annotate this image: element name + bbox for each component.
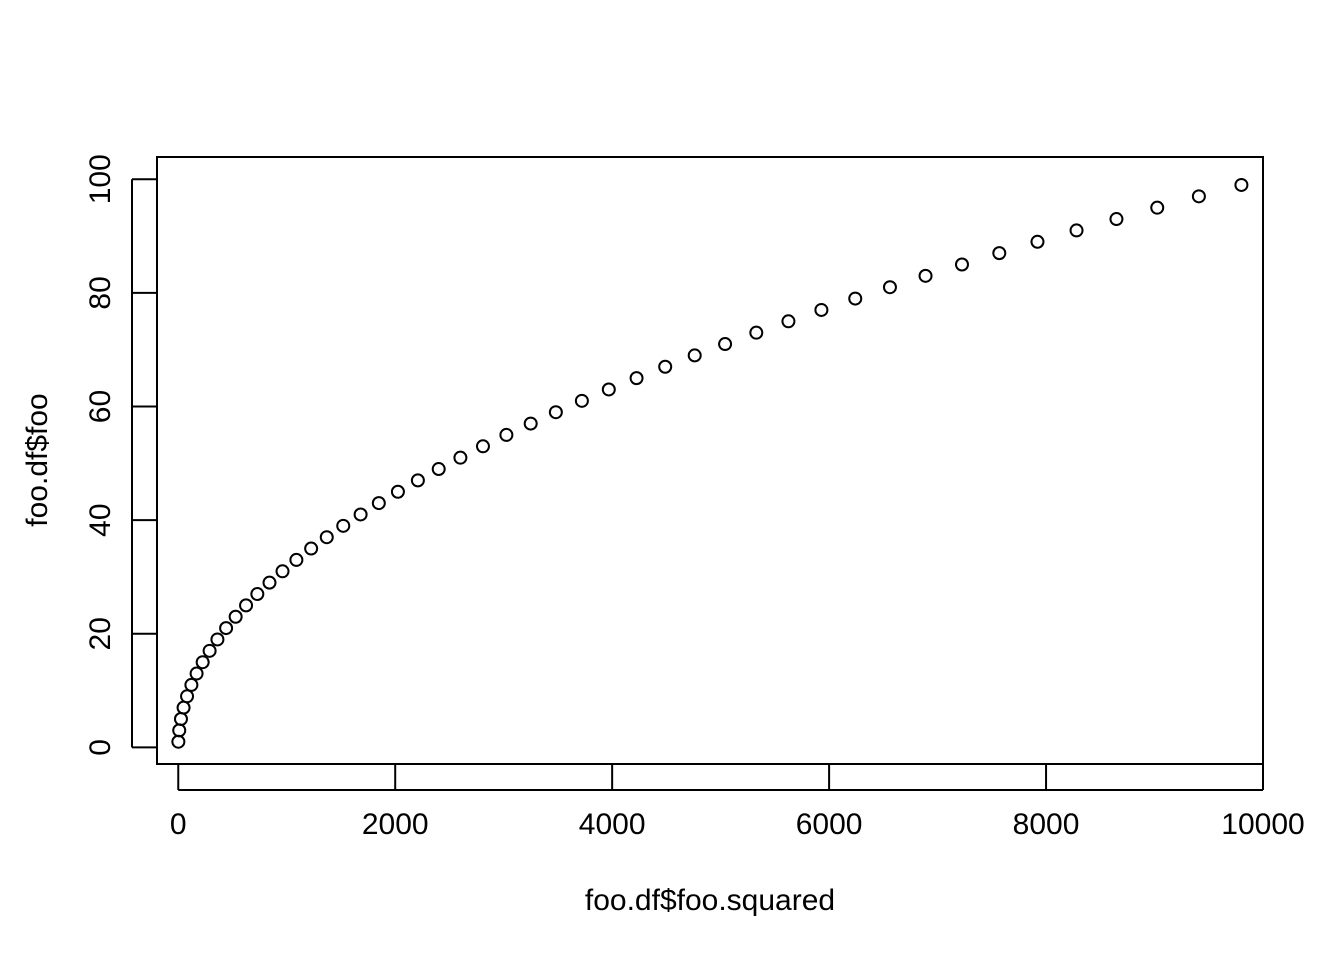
data-point [371,496,386,511]
data-point [1030,234,1045,249]
data-point [687,348,702,363]
data-point [210,632,225,647]
x-tick-label: 6000 [796,808,863,841]
x-tick-label: 0 [170,808,187,841]
data-point [184,677,199,692]
data-point [353,507,368,522]
data-point [173,712,188,727]
x-tick-label: 8000 [1013,808,1080,841]
data-point [431,462,446,477]
data-point [1150,200,1165,215]
data-point [410,473,425,488]
data-point [172,723,187,738]
data-point [918,268,933,283]
data-point [289,552,304,567]
data-point [475,439,490,454]
data-point [954,257,969,272]
data-point [718,337,733,352]
data-point [250,587,265,602]
data-point [848,291,863,306]
x-tick-label: 4000 [579,808,646,841]
data-point [304,541,319,556]
data-point [658,359,673,374]
data-point [523,416,538,431]
x-axis: 0 2000 4000 6000 8000 10000 [170,765,1305,841]
data-point [189,666,204,681]
y-tick-label: 100 [84,154,117,204]
data-point [275,564,290,579]
y-tick-label: 20 [84,617,117,650]
data-point [1069,223,1084,238]
data-point [390,484,405,499]
x-tick-label: 2000 [362,808,429,841]
data-point [781,314,796,329]
data-point [814,302,829,317]
y-tick-label: 40 [84,503,117,536]
x-axis-label: foo.df$foo.squared [585,884,835,917]
y-tick-label: 60 [84,390,117,423]
data-points [171,177,1249,749]
data-point [195,655,210,670]
data-point [882,280,897,295]
data-point [219,621,234,636]
data-point [202,643,217,658]
y-axis-label: foo.df$foo [21,393,54,526]
data-point [180,689,195,704]
x-tick-label: 10000 [1221,808,1304,841]
data-point [1109,212,1124,227]
data-point [336,518,351,533]
data-point [319,530,334,545]
y-axis: 0 20 40 60 80 100 [84,154,157,756]
data-point [749,325,764,340]
data-point [548,405,563,420]
data-point [171,734,186,749]
data-point [228,609,243,624]
data-point [499,427,514,442]
data-point [1191,189,1206,204]
data-point [574,393,589,408]
data-point [992,246,1007,261]
data-point [1234,177,1249,192]
data-point [453,450,468,465]
data-point [601,382,616,397]
data-point [629,371,644,386]
data-point [239,598,254,613]
plot-frame [156,156,1264,765]
y-tick-label: 0 [84,739,117,756]
data-point [262,575,277,590]
y-tick-label: 80 [84,276,117,309]
data-point [176,700,191,715]
